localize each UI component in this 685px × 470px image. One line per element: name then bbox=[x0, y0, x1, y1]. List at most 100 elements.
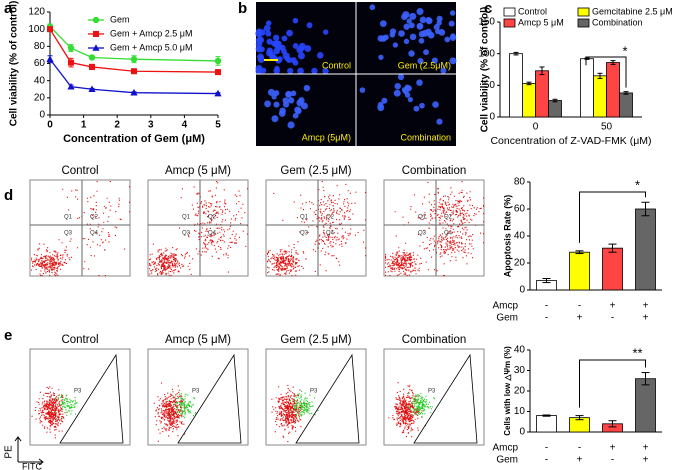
nucleus bbox=[394, 82, 401, 90]
legend-swatch bbox=[503, 7, 516, 17]
nucleus bbox=[311, 67, 318, 75]
flow-plot bbox=[147, 348, 249, 446]
nucleus bbox=[427, 31, 435, 39]
treatment-sign: - bbox=[578, 443, 581, 454]
nucleus bbox=[273, 34, 280, 41]
nucleus bbox=[281, 35, 288, 42]
nucleus bbox=[359, 87, 366, 93]
treatment-sign: - bbox=[611, 455, 614, 466]
legend-label: Gem bbox=[110, 14, 130, 24]
x-tick-label: 0 bbox=[47, 120, 53, 131]
nucleus bbox=[413, 105, 420, 112]
nucleus bbox=[431, 57, 438, 64]
x-tick-label: 50 bbox=[601, 122, 613, 133]
x-tick-label: 5 bbox=[215, 120, 221, 131]
nucleus bbox=[292, 43, 299, 49]
legend-swatch bbox=[577, 18, 590, 28]
nucleus bbox=[271, 115, 279, 123]
series-line bbox=[49, 58, 219, 95]
legend-label: Combination bbox=[592, 17, 643, 27]
marker bbox=[68, 59, 74, 66]
flow-plot bbox=[29, 348, 131, 446]
nucleus bbox=[409, 12, 417, 20]
event-cloud bbox=[153, 382, 186, 442]
panel-letter: b bbox=[238, 0, 247, 17]
nucleus bbox=[292, 112, 299, 119]
marker bbox=[131, 68, 137, 75]
treatment-name: Amcp bbox=[492, 443, 518, 454]
nucleus bbox=[255, 28, 263, 35]
nucleus bbox=[297, 52, 305, 60]
marker bbox=[214, 89, 222, 97]
treatment-sign: - bbox=[545, 313, 548, 324]
nucleus bbox=[407, 96, 413, 103]
quadrant-label: Q3 bbox=[300, 231, 309, 237]
significance-bracket bbox=[579, 359, 646, 408]
y-tick-label: 80 bbox=[514, 177, 526, 188]
quadrant-label: Q4 bbox=[90, 231, 99, 237]
nucleus bbox=[286, 29, 293, 37]
marker bbox=[92, 16, 100, 24]
legend-swatch bbox=[503, 18, 516, 28]
marker bbox=[67, 82, 75, 90]
quadrant-label: Q4 bbox=[326, 231, 335, 237]
y-tick-label: 50 bbox=[484, 80, 496, 91]
gate bbox=[295, 353, 360, 444]
error-bar bbox=[608, 420, 617, 428]
quadrant-label: Q1 bbox=[418, 215, 427, 221]
error-bar bbox=[623, 91, 629, 95]
y-tick-label: 40 bbox=[514, 231, 526, 242]
treatment-name: Gem bbox=[496, 455, 518, 466]
nucleus bbox=[416, 8, 424, 16]
flow-plot bbox=[265, 179, 367, 277]
y-tick-label: 100 bbox=[478, 48, 495, 59]
treatment-sign: - bbox=[578, 301, 581, 312]
legend-label: Amcp 5 μM bbox=[518, 17, 564, 27]
y-tick-label: 0 bbox=[489, 112, 495, 123]
marker bbox=[47, 26, 53, 33]
nucleus bbox=[287, 97, 295, 104]
nucleus bbox=[266, 38, 273, 45]
bar bbox=[509, 53, 523, 118]
nucleus bbox=[271, 94, 277, 100]
marker bbox=[215, 69, 221, 76]
y-axis-label: Cell viability (% of control) bbox=[9, 1, 20, 127]
error-bar bbox=[513, 51, 519, 56]
treatment-sign: - bbox=[545, 301, 548, 312]
flow-plot bbox=[29, 179, 131, 277]
panel-letter: e bbox=[4, 327, 12, 344]
treatment-sign: - bbox=[545, 443, 548, 454]
y-tick-label: 0 bbox=[519, 427, 525, 438]
event-cloud bbox=[271, 384, 308, 443]
plot-title: Amcp (5 μM) bbox=[165, 165, 231, 177]
error-bar bbox=[641, 201, 650, 217]
micrograph-label: Amcp (5μM) bbox=[302, 132, 351, 142]
bar bbox=[619, 92, 633, 118]
nucleus bbox=[297, 67, 304, 75]
y-tick-label: 20 bbox=[34, 92, 46, 103]
quadrant-label: Q2 bbox=[326, 215, 335, 221]
treatment-sign: + bbox=[643, 455, 649, 466]
nucleus bbox=[444, 36, 451, 43]
gate bbox=[413, 353, 478, 444]
panel-letter: c bbox=[484, 0, 492, 17]
x-axis-label: Concentration of Gem (μM) bbox=[63, 133, 205, 145]
bar bbox=[535, 70, 549, 118]
y-tick-label: 10 bbox=[514, 406, 526, 417]
legend-label: Gem + Amcp 5.0 μM bbox=[110, 42, 192, 52]
nucleus bbox=[416, 22, 424, 30]
nucleus bbox=[392, 42, 399, 48]
event-cloud bbox=[267, 181, 367, 277]
error-bar bbox=[610, 60, 616, 65]
nucleus bbox=[260, 67, 267, 74]
nucleus bbox=[255, 45, 263, 53]
y-axis-label: Apoptosis Rate (%) bbox=[502, 195, 512, 278]
nucleus bbox=[378, 54, 384, 60]
event-cloud bbox=[168, 393, 197, 419]
treatment-sign: + bbox=[610, 443, 616, 454]
nucleus bbox=[256, 68, 262, 74]
nucleus bbox=[397, 73, 405, 81]
gate bbox=[177, 353, 242, 444]
nucleus bbox=[301, 102, 308, 110]
